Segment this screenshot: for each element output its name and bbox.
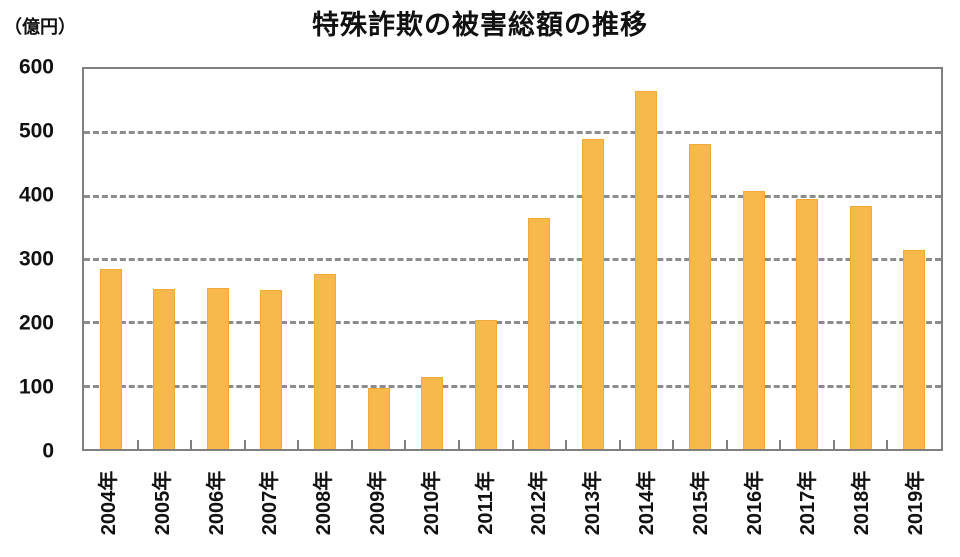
- gridline-400: [84, 194, 941, 198]
- x-tick-label-2007年: 2007年: [259, 470, 282, 536]
- x-axis-tick: [725, 440, 728, 449]
- y-axis-unit-label: （億円）: [4, 17, 76, 37]
- bar-2013年: [581, 139, 604, 449]
- x-tick-label-2012年: 2012年: [528, 470, 551, 536]
- x-tick-label-2016年: 2016年: [743, 470, 766, 536]
- bar-2018年: [849, 206, 872, 449]
- x-axis-tick: [886, 440, 889, 449]
- gridline-100: [84, 384, 941, 388]
- x-tick-label-2009年: 2009年: [366, 470, 389, 536]
- x-tick-label-2006年: 2006年: [205, 470, 228, 536]
- bar-2017年: [796, 198, 819, 449]
- bar-2010年: [421, 377, 444, 449]
- x-axis-tick: [511, 440, 514, 449]
- bar-2009年: [367, 388, 390, 449]
- bar-2008年: [314, 274, 337, 449]
- x-axis-tick: [136, 440, 139, 449]
- y-tick-label-600: 600: [18, 55, 54, 79]
- bar-2019年: [903, 249, 926, 449]
- y-tick-label-400: 400: [18, 183, 54, 207]
- x-tick-label-2015年: 2015年: [689, 470, 712, 536]
- x-axis-tick: [190, 440, 193, 449]
- x-tick-label-2011年: 2011年: [474, 471, 497, 535]
- chart-title: 特殊詐欺の被害総額の推移: [312, 10, 648, 40]
- gridline-500: [84, 131, 941, 135]
- x-axis-tick: [672, 440, 675, 449]
- bar-2012年: [528, 218, 551, 449]
- y-tick-label-500: 500: [18, 119, 54, 143]
- x-axis-tick: [404, 440, 407, 449]
- x-axis-tick: [565, 440, 568, 449]
- x-axis-tick: [297, 440, 300, 449]
- x-tick-label-2008年: 2008年: [313, 470, 336, 536]
- bar-2015年: [688, 143, 711, 449]
- y-axis-tick-labels: 0 100 200 300 400 500 600: [0, 57, 54, 462]
- x-tick-label-2017年: 2017年: [797, 470, 820, 536]
- x-tick-label-2010年: 2010年: [420, 470, 443, 536]
- x-tick-label-2005年: 2005年: [151, 470, 174, 536]
- y-tick-label-100: 100: [18, 375, 54, 399]
- bar-2011年: [474, 319, 497, 449]
- x-axis-tick: [350, 440, 353, 449]
- x-axis-tick: [618, 440, 621, 449]
- x-axis-tick: [457, 440, 460, 449]
- bar-2014年: [635, 90, 658, 449]
- x-axis-tick-labels: 2004年 2005年 2006年 2007年 2008年 2009年 2010年 2011年…: [82, 451, 943, 557]
- bar-2005年: [153, 289, 176, 449]
- x-axis-tick: [779, 440, 782, 449]
- y-tick-label-300: 300: [18, 247, 54, 271]
- gridline-300: [84, 258, 941, 261]
- x-tick-label-2019年: 2019年: [905, 470, 928, 536]
- x-tick-label-2018年: 2018年: [851, 470, 874, 536]
- plot-area: [82, 67, 943, 451]
- x-tick-label-2013年: 2013年: [582, 470, 605, 536]
- bar-2004年: [99, 269, 122, 449]
- x-tick-label-2004年: 2004年: [97, 470, 120, 536]
- y-tick-label-200: 200: [18, 311, 54, 335]
- bar-2007年: [260, 290, 283, 449]
- bar-2006年: [206, 287, 229, 449]
- y-tick-label-0: 0: [42, 439, 54, 463]
- x-axis-tick: [243, 440, 246, 449]
- x-tick-label-2014年: 2014年: [636, 470, 659, 536]
- x-axis-tick: [832, 440, 835, 449]
- gridline-200: [84, 321, 941, 325]
- bar-2016年: [742, 190, 765, 449]
